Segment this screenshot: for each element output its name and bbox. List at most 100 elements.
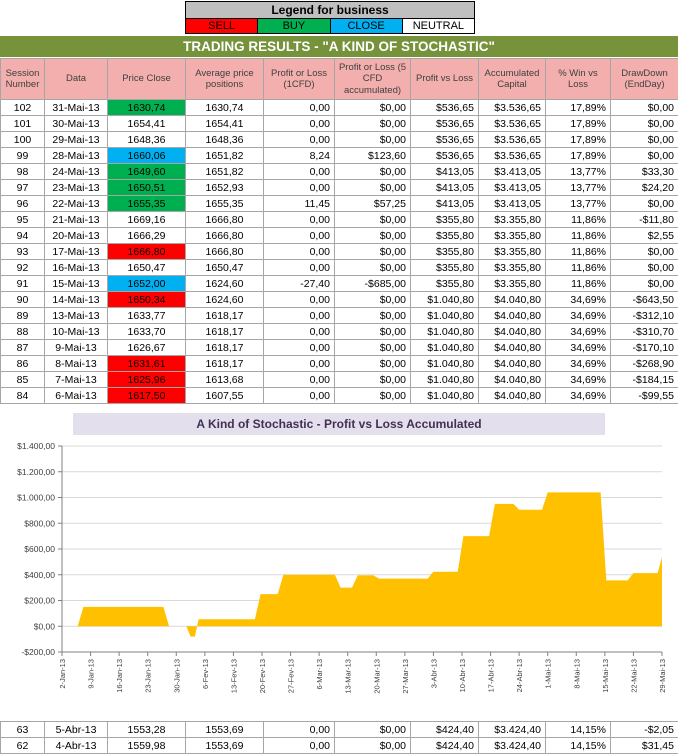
cell-session-number[interactable]: 101 [1, 116, 45, 132]
cell-accumulated-capital[interactable]: $3.536,65 [479, 116, 546, 132]
cell-drawdown[interactable]: -$268,90 [611, 356, 678, 372]
cell-date[interactable]: 24-Mai-13 [45, 164, 108, 180]
cell-avg-price[interactable]: 1613,68 [186, 372, 264, 388]
column-header[interactable]: % Win vs Loss [546, 59, 611, 100]
cell-date[interactable]: 20-Mai-13 [45, 228, 108, 244]
cell-avg-price[interactable]: 1618,17 [186, 356, 264, 372]
cell-date[interactable]: 13-Mai-13 [45, 308, 108, 324]
cell-drawdown[interactable]: $0,00 [611, 148, 678, 164]
cell-accumulated-capital[interactable]: $4.040,80 [479, 324, 546, 340]
cell-pl-5cfd[interactable]: $0,00 [335, 356, 411, 372]
cell-date[interactable]: 21-Mai-13 [45, 212, 108, 228]
cell-pl-1cfd[interactable]: 0,00 [264, 324, 335, 340]
cell-date[interactable]: 29-Mai-13 [45, 132, 108, 148]
cell-win-vs-loss[interactable]: 34,69% [546, 356, 611, 372]
page-title[interactable]: TRADING RESULTS - "A KIND OF STOCHASTIC" [0, 36, 678, 57]
cell-win-vs-loss[interactable]: 14,15% [546, 738, 611, 754]
cell-pl-5cfd[interactable]: $57,25 [335, 196, 411, 212]
cell-win-vs-loss[interactable]: 17,89% [546, 132, 611, 148]
cell-session-number[interactable]: 62 [1, 738, 45, 754]
cell-profit-vs-loss[interactable]: $536,65 [411, 116, 479, 132]
cell-price-close[interactable]: 1654,41 [108, 116, 186, 132]
cell-drawdown[interactable]: -$11,80 [611, 212, 678, 228]
cell-profit-vs-loss[interactable]: $536,65 [411, 132, 479, 148]
cell-drawdown[interactable]: -$2,05 [611, 722, 678, 738]
cell-pl-1cfd[interactable]: 0,00 [264, 180, 335, 196]
cell-session-number[interactable]: 100 [1, 132, 45, 148]
column-header[interactable]: Price Close [108, 59, 186, 100]
cell-drawdown[interactable]: $0,00 [611, 276, 678, 292]
cell-price-close[interactable]: 1660,06 [108, 148, 186, 164]
cell-win-vs-loss[interactable]: 17,89% [546, 116, 611, 132]
cell-drawdown[interactable]: $0,00 [611, 244, 678, 260]
cell-drawdown[interactable]: $0,00 [611, 132, 678, 148]
legend-cell-buy[interactable]: BUY [258, 19, 330, 33]
cell-drawdown[interactable]: -$643,50 [611, 292, 678, 308]
cell-win-vs-loss[interactable]: 11,86% [546, 212, 611, 228]
cell-accumulated-capital[interactable]: $3.536,65 [479, 100, 546, 116]
column-header[interactable]: Average price positions [186, 59, 264, 100]
cell-pl-5cfd[interactable]: $0,00 [335, 308, 411, 324]
cell-price-close[interactable]: 1648,36 [108, 132, 186, 148]
cell-date[interactable]: 6-Mai-13 [45, 388, 108, 404]
cell-date[interactable]: 16-Mai-13 [45, 260, 108, 276]
cell-pl-1cfd[interactable]: 0,00 [264, 356, 335, 372]
cell-accumulated-capital[interactable]: $3.536,65 [479, 132, 546, 148]
cell-pl-5cfd[interactable]: -$685,00 [335, 276, 411, 292]
cell-accumulated-capital[interactable]: $4.040,80 [479, 356, 546, 372]
cell-price-close[interactable]: 1625,96 [108, 372, 186, 388]
cell-pl-5cfd[interactable]: $0,00 [335, 164, 411, 180]
cell-accumulated-capital[interactable]: $3.424,40 [479, 722, 546, 738]
chart-title[interactable]: A Kind of Stochastic - Profit vs Loss Ac… [73, 413, 605, 435]
cell-avg-price[interactable]: 1618,17 [186, 324, 264, 340]
cell-session-number[interactable]: 84 [1, 388, 45, 404]
cell-price-close[interactable]: 1649,60 [108, 164, 186, 180]
cell-session-number[interactable]: 63 [1, 722, 45, 738]
cell-avg-price[interactable]: 1650,47 [186, 260, 264, 276]
cell-pl-5cfd[interactable]: $0,00 [335, 132, 411, 148]
cell-accumulated-capital[interactable]: $3.413,05 [479, 196, 546, 212]
cell-avg-price[interactable]: 1648,36 [186, 132, 264, 148]
cell-session-number[interactable]: 86 [1, 356, 45, 372]
cell-accumulated-capital[interactable]: $4.040,80 [479, 340, 546, 356]
cell-date[interactable]: 23-Mai-13 [45, 180, 108, 196]
cell-session-number[interactable]: 85 [1, 372, 45, 388]
cell-win-vs-loss[interactable]: 11,86% [546, 228, 611, 244]
cell-pl-1cfd[interactable]: 0,00 [264, 244, 335, 260]
cell-win-vs-loss[interactable]: 11,86% [546, 244, 611, 260]
cell-accumulated-capital[interactable]: $3.536,65 [479, 148, 546, 164]
cell-pl-1cfd[interactable]: 0,00 [264, 132, 335, 148]
cell-pl-5cfd[interactable]: $0,00 [335, 116, 411, 132]
cell-date[interactable]: 10-Mai-13 [45, 324, 108, 340]
cell-avg-price[interactable]: 1666,80 [186, 228, 264, 244]
cell-avg-price[interactable]: 1651,82 [186, 148, 264, 164]
cell-profit-vs-loss[interactable]: $536,65 [411, 100, 479, 116]
cell-date[interactable]: 15-Mai-13 [45, 276, 108, 292]
cell-pl-5cfd[interactable]: $0,00 [335, 180, 411, 196]
cell-session-number[interactable]: 99 [1, 148, 45, 164]
cell-profit-vs-loss[interactable]: $355,80 [411, 276, 479, 292]
cell-price-close[interactable]: 1655,35 [108, 196, 186, 212]
cell-date[interactable]: 22-Mai-13 [45, 196, 108, 212]
cell-session-number[interactable]: 95 [1, 212, 45, 228]
cell-win-vs-loss[interactable]: 11,86% [546, 260, 611, 276]
cell-win-vs-loss[interactable]: 34,69% [546, 388, 611, 404]
cell-date[interactable]: 4-Abr-13 [45, 738, 108, 754]
cell-profit-vs-loss[interactable]: $413,05 [411, 180, 479, 196]
cell-avg-price[interactable]: 1624,60 [186, 292, 264, 308]
cell-win-vs-loss[interactable]: 13,77% [546, 196, 611, 212]
cell-pl-1cfd[interactable]: 0,00 [264, 260, 335, 276]
cell-price-close[interactable]: 1559,98 [108, 738, 186, 754]
cell-drawdown[interactable]: $0,00 [611, 260, 678, 276]
cell-pl-5cfd[interactable]: $0,00 [335, 244, 411, 260]
column-header[interactable]: Session Number [1, 59, 45, 100]
cell-drawdown[interactable]: -$170,10 [611, 340, 678, 356]
cell-price-close[interactable]: 1650,34 [108, 292, 186, 308]
cell-date[interactable]: 14-Mai-13 [45, 292, 108, 308]
cell-pl-5cfd[interactable]: $123,60 [335, 148, 411, 164]
cell-date[interactable]: 31-Mai-13 [45, 100, 108, 116]
cell-session-number[interactable]: 98 [1, 164, 45, 180]
cell-win-vs-loss[interactable]: 34,69% [546, 324, 611, 340]
cell-session-number[interactable]: 102 [1, 100, 45, 116]
cell-pl-1cfd[interactable]: 0,00 [264, 738, 335, 754]
